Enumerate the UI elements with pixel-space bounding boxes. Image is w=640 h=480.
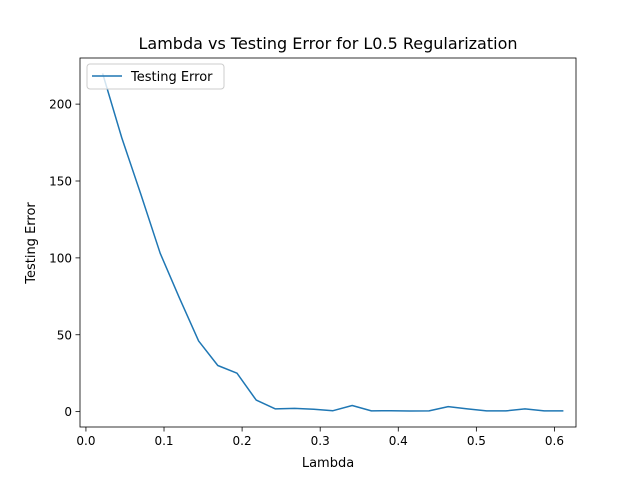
legend-box [86,63,225,90]
legend: Testing Error [86,63,225,90]
x-tick-label: 0.6 [545,434,564,448]
y-tick-label: 0 [64,405,72,419]
y-tick-label: 100 [49,251,72,265]
series-line-testing-error [101,73,564,412]
y-axis-label: Testing Error [24,202,39,285]
x-axis-label: Lambda [302,456,354,471]
y-tick-label: 50 [57,328,72,342]
legend-label: Testing Error [130,70,213,85]
axes-frame [79,57,577,428]
plot-area: 0.0 0.1 0.2 0.3 0.4 0.5 0.6 0 50 100 150 200 [49,57,577,448]
y-tick-label: 150 [49,175,72,189]
x-tick-label: 0.4 [389,434,408,448]
x-tick-label: 0.0 [76,434,95,448]
chart-title: Lambda vs Testing Error for L0.5 Regular… [138,34,517,53]
x-tick-label: 0.5 [467,434,486,448]
x-tick-label: 0.3 [311,434,330,448]
y-tick-label: 200 [49,98,72,112]
x-tick-label: 0.2 [233,434,252,448]
x-tick-label: 0.1 [154,434,173,448]
